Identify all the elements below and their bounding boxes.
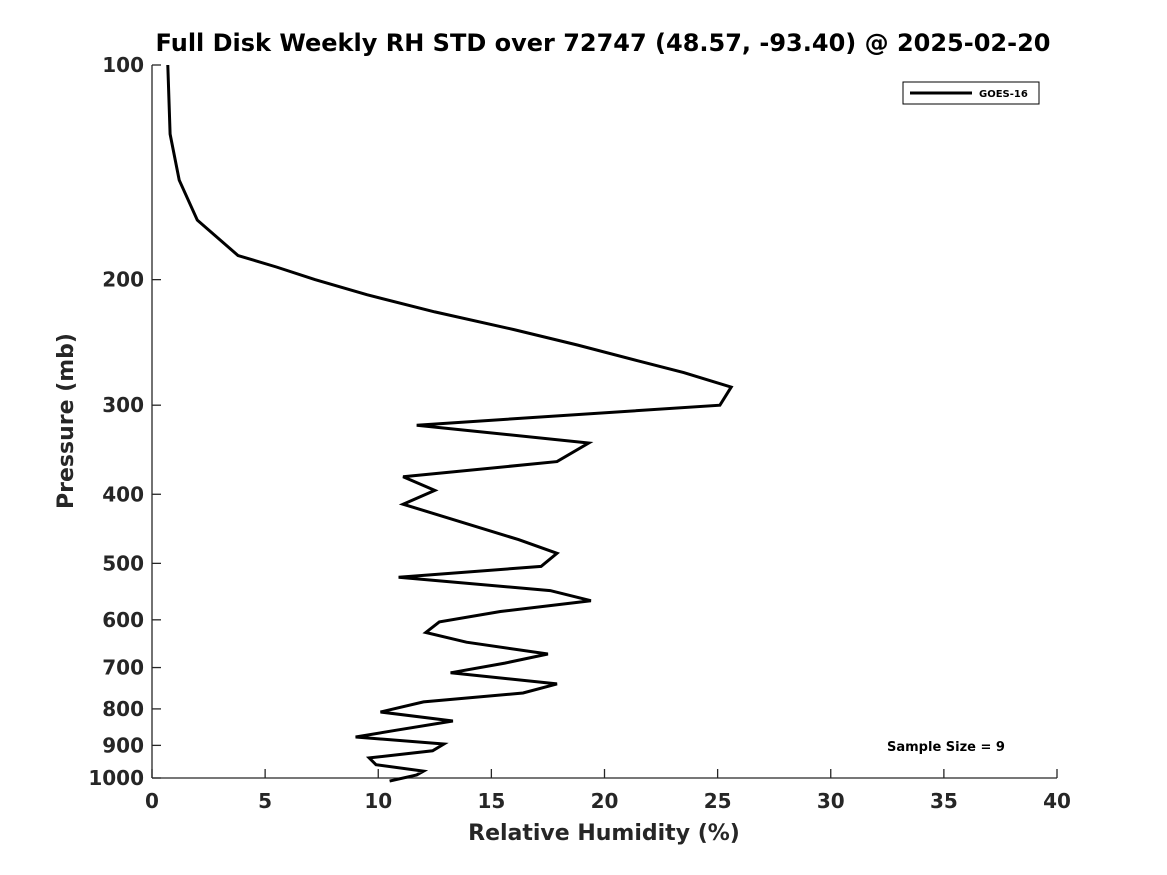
x-tick-label: 15 [477, 789, 505, 813]
x-tick-label: 30 [817, 789, 845, 813]
legend: GOES-16 [902, 81, 1040, 105]
y-tick-label: 400 [102, 482, 144, 506]
x-tick-label: 0 [145, 789, 159, 813]
sample-size-annotation: Sample Size = 9 [887, 740, 1005, 755]
x-axis-ticks: 0 5 10 15 20 25 30 35 40 [145, 769, 1071, 813]
y-tick-label: 1000 [88, 766, 144, 790]
y-tick-label: 200 [102, 268, 144, 292]
y-tick-label: 700 [102, 656, 144, 680]
y-tick-label: 300 [102, 393, 144, 417]
series-layer [166, 64, 734, 783]
series-line-goes-16 [166, 64, 734, 783]
chart-title: Full Disk Weekly RH STD over 72747 (48.5… [156, 29, 1051, 57]
x-tick-label: 35 [930, 789, 958, 813]
y-tick-label: 100 [102, 53, 144, 77]
x-tick-label: 10 [364, 789, 392, 813]
legend-label-goes16: GOES-16 [979, 89, 1028, 100]
x-axis-label: Relative Humidity (%) [468, 821, 740, 846]
x-tick-label: 25 [704, 789, 732, 813]
y-tick-label: 800 [102, 697, 144, 721]
x-tick-label: 40 [1043, 789, 1071, 813]
y-axis-label: Pressure (mb) [54, 333, 79, 509]
y-tick-label: 500 [102, 551, 144, 575]
x-tick-label: 5 [258, 789, 272, 813]
y-axis-ticks: 100 200 300 400 500 600 700 800 900 1000 [88, 53, 161, 790]
x-tick-label: 20 [591, 789, 619, 813]
y-tick-label: 900 [102, 733, 144, 757]
y-tick-label: 600 [102, 608, 144, 632]
